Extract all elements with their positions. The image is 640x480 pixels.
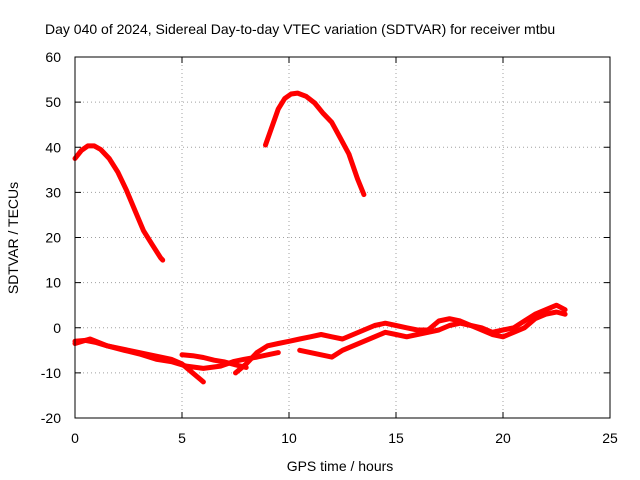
y-tick-label: 60 [45,49,61,65]
y-tick-labels: -20 -10 0 10 20 30 40 50 60 [41,49,61,426]
data-series-group [72,90,568,385]
series-arc-1 [72,143,166,263]
x-tick-label: 10 [281,430,297,446]
series-low-3 [179,352,249,370]
grid-lines [75,57,610,418]
x-axis-label: GPS time / hours [287,458,394,474]
x-tick-label: 15 [388,430,404,446]
y-tick-label: 50 [45,94,61,110]
y-tick-label: 30 [45,184,61,200]
x-tick-label: 5 [178,430,186,446]
x-tick-label: 0 [71,430,79,446]
y-tick-label: -20 [41,410,61,426]
chart-title: Day 040 of 2024, Sidereal Day-to-day VTE… [45,21,555,37]
x-tick-labels: 0 5 10 15 20 25 [71,430,618,446]
series-low-5 [297,309,568,360]
y-axis-label: SDTVAR / TECUs [5,182,21,294]
x-tick-label: 25 [602,430,618,446]
y-tick-label: 40 [45,139,61,155]
y-tick-label: 20 [45,230,61,246]
y-tick-label: 0 [53,320,61,336]
y-tick-label: -10 [41,365,61,381]
axis-ticks [74,56,611,419]
series-low-4 [233,302,568,376]
y-tick-label: 10 [45,275,61,291]
series-arc-2 [263,90,367,198]
x-tick-label: 20 [495,430,511,446]
